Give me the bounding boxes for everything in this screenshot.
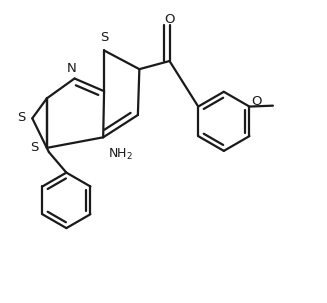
Text: S: S bbox=[30, 142, 38, 155]
Text: O: O bbox=[252, 95, 262, 108]
Text: O: O bbox=[164, 13, 175, 26]
Text: NH$_2$: NH$_2$ bbox=[108, 147, 133, 162]
Text: N: N bbox=[67, 62, 77, 75]
Text: S: S bbox=[100, 31, 108, 44]
Text: S: S bbox=[17, 111, 25, 124]
